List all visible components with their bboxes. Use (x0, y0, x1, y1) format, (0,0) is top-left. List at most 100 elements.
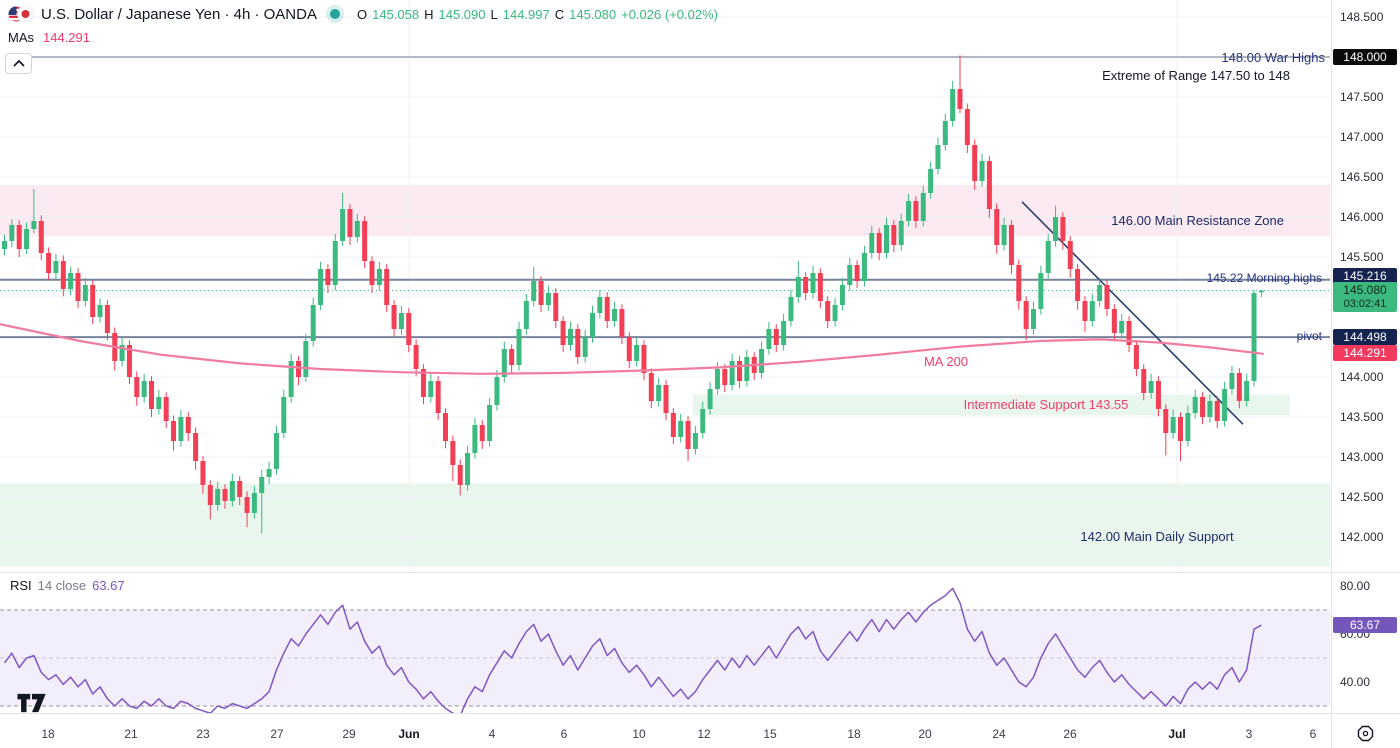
symbol-flag-icon (8, 4, 34, 24)
time-tick-label: 6 (1309, 727, 1317, 741)
ma200-line[interactable] (0, 323, 1265, 375)
candle-body (1016, 265, 1022, 301)
candle-body (435, 381, 441, 413)
time-axis[interactable]: 18 21 23 27 29 Jun 4 6 10 12 15 18 20 24 26 Jul 3 6 (0, 714, 1400, 748)
candle-body (1200, 397, 1206, 417)
time-tick-label: 10 (632, 727, 646, 741)
rsi-plot-line[interactable] (3, 587, 1262, 713)
rsi-value-badge: 63.67 (1333, 617, 1397, 633)
intermediate-support-zone[interactable] (693, 394, 1290, 416)
low-value: 144.997 (502, 6, 550, 22)
candle-body (215, 489, 221, 505)
candle-body (1207, 401, 1213, 417)
rsi-legend[interactable]: RSI 14 close 63.67 (10, 578, 125, 593)
candle-body (1236, 373, 1242, 401)
candle-body (318, 269, 324, 305)
candle-body (90, 285, 96, 317)
candle-body (1170, 417, 1176, 433)
candle-body (9, 225, 15, 241)
candle-body (626, 337, 632, 361)
candle-body (82, 285, 88, 301)
symbol-title[interactable]: U.S. Dollar / Japanese Yen · 4h · OANDA (41, 5, 317, 23)
price-tick-label: 147.500 (1340, 90, 1384, 104)
daily-support-zone[interactable] (0, 483, 1330, 567)
candle-body (516, 329, 522, 365)
open-label: O (356, 6, 368, 22)
candle-body (465, 453, 471, 485)
candle-body (354, 221, 360, 237)
candle-body (1258, 290, 1264, 293)
candle-body (244, 497, 250, 513)
candle-body (178, 417, 184, 441)
candle-body (531, 281, 537, 301)
candle-body (207, 485, 213, 505)
candle-body (1031, 309, 1036, 329)
candle-body (60, 261, 66, 289)
candle-body (1067, 241, 1073, 269)
candle-body (141, 381, 147, 397)
ma-legend[interactable]: MAs 144.291 (8, 30, 90, 45)
candle-body (906, 201, 912, 221)
candle-body (369, 261, 375, 285)
price-scale[interactable]: 148.500 147.500 147.000 146.500 146.000 145.5… (1331, 0, 1400, 748)
extreme-range-label[interactable]: Extreme of Range 147.50 to 148 (1102, 67, 1290, 83)
candle-body (737, 361, 742, 381)
candle-body (964, 109, 970, 145)
collapse-legend-button[interactable] (5, 53, 32, 74)
candle-body (612, 309, 618, 321)
main-chart-canvas[interactable] (0, 0, 1330, 713)
candle-body (1222, 389, 1228, 421)
price-tick-label: 80.00 (1340, 579, 1371, 593)
candle-body (185, 417, 191, 433)
time-tick-label: 21 (124, 727, 138, 741)
candle-body (913, 201, 919, 221)
price-tick-label: 144.000 (1340, 370, 1384, 384)
candle-body (648, 373, 654, 401)
candle-body (685, 421, 691, 449)
candle-body (1126, 321, 1132, 345)
pivot-badge: 144.498 (1333, 329, 1397, 345)
candle-body (994, 209, 1000, 245)
pane-separator[interactable] (0, 572, 1400, 573)
candle-body (692, 433, 698, 449)
time-tick-label: 3 (1245, 727, 1253, 741)
time-tick-label: 18 (847, 727, 861, 741)
candle-body (376, 269, 382, 285)
morning-highs-label[interactable]: 145.22 Morning highs (1206, 271, 1322, 285)
candle-body (884, 225, 889, 253)
candle-body (560, 321, 566, 345)
candle-body (1244, 381, 1250, 401)
octagon-settings-icon[interactable] (1357, 725, 1374, 742)
daily-support-label[interactable]: 142.00 Main Daily Support (1080, 528, 1234, 544)
candle-body (641, 345, 647, 373)
candle-body (1060, 217, 1066, 241)
candle-body (942, 121, 948, 145)
morning-highs-badge: 145.216 (1333, 268, 1397, 284)
resistance-zone-label[interactable]: 146.00 Main Resistance Zone (1111, 212, 1284, 228)
candle-body (134, 377, 140, 397)
candle-body (501, 349, 507, 377)
candle-body (523, 301, 529, 329)
tradingview-logo[interactable] (10, 693, 54, 713)
candle-body (876, 233, 882, 253)
candle-body (1119, 321, 1125, 333)
candle-body (898, 221, 904, 245)
time-tick-label: Jul (1168, 727, 1186, 741)
time-tick-label: 12 (697, 727, 711, 741)
candle-body (1111, 309, 1117, 333)
time-tick-label: Jun (398, 727, 420, 741)
resistance-zone[interactable] (0, 185, 1330, 237)
downtrend-line[interactable] (1021, 201, 1244, 425)
war-highs-label[interactable]: 148.00 War Highs (1221, 49, 1325, 65)
level-148-badge: 148.000 (1333, 49, 1397, 65)
market-status-icon[interactable] (329, 9, 340, 19)
candle-body (656, 385, 662, 401)
intermediate-support-label[interactable]: Intermediate Support 143.55 (963, 396, 1129, 412)
symbol-legend[interactable]: U.S. Dollar / Japanese Yen · 4h · OANDA … (8, 4, 718, 24)
candle-body (222, 489, 228, 501)
candle-body (1133, 345, 1139, 369)
pivot-label[interactable]: pivot (1296, 329, 1322, 343)
candle-body (604, 297, 610, 321)
candle-body (200, 461, 206, 485)
ma200-label[interactable]: MA 200 (923, 353, 969, 369)
